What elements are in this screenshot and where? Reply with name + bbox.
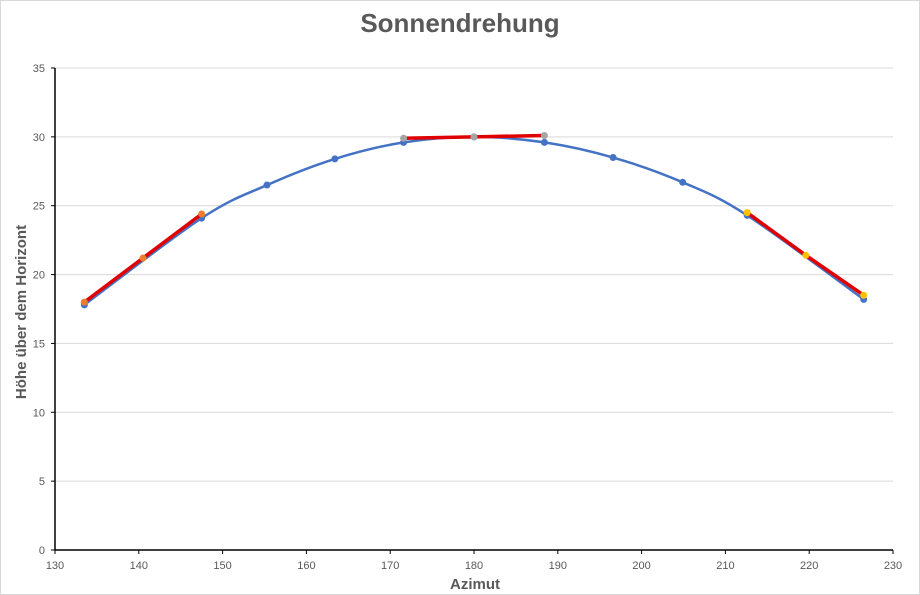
- x-tick-label: 230: [884, 560, 902, 572]
- data-point: [679, 178, 687, 186]
- data-point: [540, 138, 548, 146]
- chart-title: Sonnendrehung: [360, 8, 560, 38]
- y-tick-label: 25: [33, 201, 45, 213]
- series-2: [80, 210, 206, 306]
- data-point: [802, 251, 810, 259]
- y-tick-labels: 0 5 10 15 20 25 30 35: [33, 63, 45, 557]
- x-tick-label: 130: [46, 560, 64, 572]
- data-point: [331, 155, 339, 163]
- series-3: [400, 131, 548, 142]
- x-tick-label: 220: [800, 560, 818, 572]
- data-point: [609, 154, 617, 162]
- axes: [51, 67, 894, 554]
- data-point: [139, 254, 147, 262]
- gridlines: [55, 67, 893, 482]
- y-tick-label: 0: [39, 545, 45, 557]
- x-axis-title: Azimut: [450, 576, 500, 593]
- y-tick-label: 10: [33, 407, 45, 419]
- y-tick-label: 15: [33, 338, 45, 350]
- series-4: [743, 209, 868, 299]
- data-point: [400, 134, 408, 142]
- x-tick-label: 210: [716, 560, 734, 572]
- series-group: [80, 131, 868, 309]
- x-tick-label: 180: [465, 560, 483, 572]
- x-tick-labels: 130 140 150 160 170 180 190 200 210 220 230: [46, 560, 902, 572]
- y-axis-title: Höhe über dem Horizont: [13, 225, 30, 399]
- data-point: [540, 131, 548, 139]
- data-point: [198, 210, 206, 218]
- x-tick-label: 200: [632, 560, 650, 572]
- x-tick-label: 140: [130, 560, 148, 572]
- data-point: [470, 133, 478, 141]
- y-tick-label: 35: [33, 63, 45, 75]
- x-tick-label: 170: [381, 560, 399, 572]
- x-tick-label: 160: [297, 560, 315, 572]
- series-1: [80, 133, 868, 309]
- data-point: [860, 291, 868, 299]
- x-tick-label: 190: [549, 560, 567, 572]
- y-tick-label: 20: [33, 270, 45, 282]
- data-point: [263, 181, 271, 189]
- y-tick-label: 30: [33, 132, 45, 144]
- data-point: [80, 298, 88, 306]
- data-point: [743, 209, 751, 217]
- y-tick-label: 5: [39, 476, 45, 488]
- x-tick-label: 150: [213, 560, 231, 572]
